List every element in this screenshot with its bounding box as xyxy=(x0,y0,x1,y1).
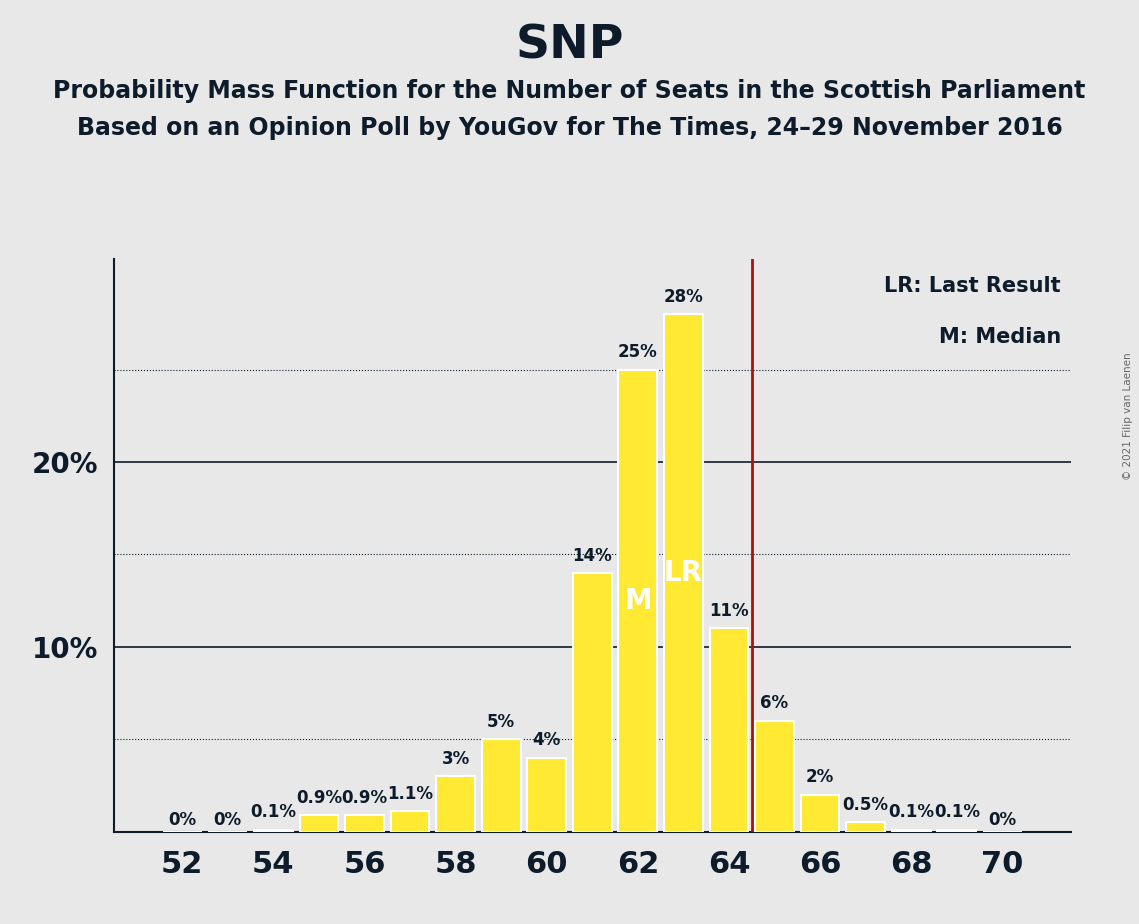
Bar xyxy=(254,830,293,832)
Text: 28%: 28% xyxy=(664,288,703,306)
Text: LR: Last Result: LR: Last Result xyxy=(885,276,1062,296)
Text: 0.9%: 0.9% xyxy=(342,789,387,807)
Bar xyxy=(527,758,566,832)
Text: 2%: 2% xyxy=(806,769,834,786)
Bar xyxy=(391,811,429,832)
Text: M: Median: M: Median xyxy=(939,327,1062,347)
Text: SNP: SNP xyxy=(515,23,624,68)
Text: Based on an Opinion Poll by YouGov for The Times, 24–29 November 2016: Based on an Opinion Poll by YouGov for T… xyxy=(76,116,1063,140)
Bar xyxy=(892,830,931,832)
Bar xyxy=(345,815,384,832)
Text: © 2021 Filip van Laenen: © 2021 Filip van Laenen xyxy=(1123,352,1133,480)
Text: 5%: 5% xyxy=(487,713,515,731)
Bar xyxy=(300,815,338,832)
Text: M: M xyxy=(624,587,652,614)
Text: 14%: 14% xyxy=(573,547,612,565)
Bar xyxy=(710,628,748,832)
Text: 0.9%: 0.9% xyxy=(296,789,342,807)
Text: 0%: 0% xyxy=(169,811,196,829)
Text: 25%: 25% xyxy=(618,344,657,361)
Text: 11%: 11% xyxy=(710,602,748,620)
Bar xyxy=(937,830,976,832)
Text: 4%: 4% xyxy=(533,732,560,749)
Bar xyxy=(618,370,657,832)
Text: 0.1%: 0.1% xyxy=(251,804,296,821)
Bar xyxy=(573,573,612,832)
Text: 3%: 3% xyxy=(442,750,469,768)
Text: 6%: 6% xyxy=(761,695,788,712)
Text: 0%: 0% xyxy=(214,811,241,829)
Bar xyxy=(846,822,885,832)
Bar xyxy=(801,795,839,832)
Text: 0.1%: 0.1% xyxy=(888,804,934,821)
Bar xyxy=(664,314,703,832)
Text: LR: LR xyxy=(664,559,703,587)
Text: 0.1%: 0.1% xyxy=(934,804,980,821)
Bar xyxy=(755,721,794,832)
Bar xyxy=(436,776,475,832)
Bar xyxy=(482,739,521,832)
Text: 0%: 0% xyxy=(989,811,1016,829)
Text: 1.1%: 1.1% xyxy=(387,785,433,803)
Text: Probability Mass Function for the Number of Seats in the Scottish Parliament: Probability Mass Function for the Number… xyxy=(54,79,1085,103)
Text: 0.5%: 0.5% xyxy=(843,796,888,814)
